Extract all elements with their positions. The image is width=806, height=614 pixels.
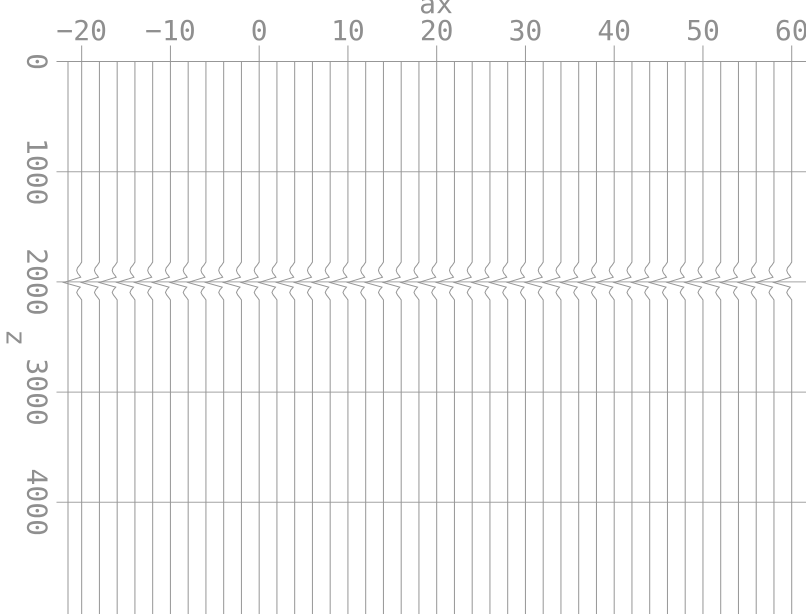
seismic-trace [470,61,491,614]
y-axis-label: z [0,329,33,346]
seismic-trace [523,61,544,614]
seismic-trace [416,61,438,614]
x-axis-tick-label: 20 [420,14,454,47]
seismic-trace [345,61,367,614]
seismic-trace [168,61,189,614]
x-axis-tick-label: −20 [56,14,107,47]
seismic-trace [399,61,420,614]
x-axis-tick-label: 10 [331,14,365,47]
ticks-group [81,45,793,62]
seismic-trace [505,61,526,614]
seismic-trace [541,61,562,614]
seismic-trace [274,61,296,614]
seismic-trace [594,61,615,614]
seismic-trace [612,61,633,614]
seismic-trace [434,61,455,614]
seismic-trace [292,61,313,614]
x-axis-tick-label: 50 [686,14,720,47]
seismic-trace [381,61,402,614]
seismic-trace [647,61,668,614]
traces-group [61,61,793,614]
x-axis-tick-label: 30 [509,14,543,47]
x-axis-tick-label: 0 [251,14,268,47]
seismic-trace [665,61,686,614]
tick-labels-group: 0 1000 2000 3000 4000 −20 −10 0 10 20 30 40 50 60 [21,14,806,536]
seismic-trace [700,61,722,614]
gridlines-group [56,61,806,503]
x-axis-tick-label: 60 [775,14,806,47]
y-axis-tick-label: 1000 [21,138,54,205]
seismic-trace [487,61,509,614]
y-axis-tick-label: 0 [21,53,54,70]
seismic-trace [97,61,118,614]
y-axis-tick-label: 3000 [21,358,54,425]
seismic-trace [558,61,580,614]
seismic-trace [754,61,775,614]
seismic-trace [257,61,278,614]
y-axis-tick-label: 2000 [21,248,54,315]
seismic-trace [363,61,384,614]
seismic-trace [771,61,793,614]
x-axis-tick-label: 40 [597,14,631,47]
seismic-trace [61,61,83,614]
plot-title: ax [419,0,453,20]
seismic-trace [150,61,171,614]
seismic-trace [452,61,473,614]
x-axis-tick-label: −10 [145,14,196,47]
seismic-trace [683,61,704,614]
y-axis-tick-label: 4000 [21,469,54,536]
seismic-trace [221,61,242,614]
seismic-trace [310,61,331,614]
seismic-trace [736,61,757,614]
seismic-trace [115,61,136,614]
seismic-trace [239,61,260,614]
seismic-trace [718,61,739,614]
seismic-trace [629,61,651,614]
seismic-trace [203,61,225,614]
seismic-trace [79,61,100,614]
seismic-trace [576,61,597,614]
seismic-trace [186,61,207,614]
seismic-trace [132,61,154,614]
seismic-trace [328,61,349,614]
